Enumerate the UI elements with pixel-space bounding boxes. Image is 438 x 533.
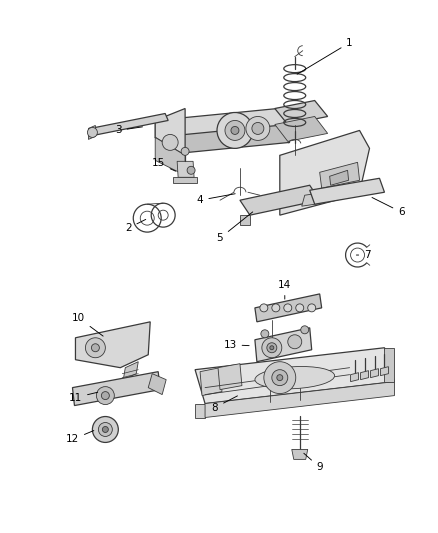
Polygon shape <box>360 370 368 379</box>
Circle shape <box>296 304 304 312</box>
Circle shape <box>284 304 292 312</box>
Text: 11: 11 <box>69 392 98 402</box>
Text: 9: 9 <box>304 453 323 472</box>
Circle shape <box>187 166 195 174</box>
Polygon shape <box>350 373 359 382</box>
Circle shape <box>260 304 268 312</box>
Polygon shape <box>302 192 325 206</box>
Circle shape <box>264 362 296 393</box>
Circle shape <box>231 126 239 134</box>
Polygon shape <box>330 171 349 185</box>
Circle shape <box>272 304 280 312</box>
Circle shape <box>270 346 274 350</box>
Polygon shape <box>155 125 290 155</box>
Circle shape <box>261 330 269 338</box>
Circle shape <box>96 386 114 405</box>
Circle shape <box>92 416 118 442</box>
Polygon shape <box>195 403 205 417</box>
Polygon shape <box>255 328 312 362</box>
Polygon shape <box>90 114 168 135</box>
Text: 2: 2 <box>125 220 146 233</box>
Polygon shape <box>385 348 395 382</box>
Circle shape <box>217 112 253 148</box>
Circle shape <box>92 344 99 352</box>
Circle shape <box>162 134 178 150</box>
Circle shape <box>272 370 288 385</box>
Text: 3: 3 <box>115 125 142 135</box>
Circle shape <box>99 423 112 437</box>
Circle shape <box>301 326 309 334</box>
Polygon shape <box>255 294 321 322</box>
Polygon shape <box>155 109 185 155</box>
Ellipse shape <box>255 367 335 389</box>
Circle shape <box>85 338 106 358</box>
Circle shape <box>181 148 189 155</box>
Polygon shape <box>292 449 308 459</box>
Polygon shape <box>275 117 328 141</box>
Text: 4: 4 <box>197 193 235 205</box>
Polygon shape <box>155 138 185 175</box>
Polygon shape <box>381 367 389 376</box>
Circle shape <box>225 120 245 140</box>
Circle shape <box>308 304 316 312</box>
Polygon shape <box>280 131 370 215</box>
Circle shape <box>267 343 277 353</box>
Circle shape <box>288 335 302 349</box>
Circle shape <box>101 392 110 400</box>
Polygon shape <box>240 185 320 215</box>
Text: 1: 1 <box>297 38 353 74</box>
Circle shape <box>246 117 270 140</box>
Polygon shape <box>148 374 166 394</box>
Polygon shape <box>320 163 360 188</box>
Text: 6: 6 <box>372 197 405 217</box>
Circle shape <box>102 426 108 432</box>
Text: 8: 8 <box>212 396 237 413</box>
Polygon shape <box>173 177 197 183</box>
Polygon shape <box>218 364 242 390</box>
Polygon shape <box>72 372 160 406</box>
Text: 12: 12 <box>66 431 94 445</box>
Polygon shape <box>200 368 222 395</box>
Polygon shape <box>310 178 385 204</box>
Text: 13: 13 <box>223 340 249 350</box>
Circle shape <box>277 375 283 381</box>
Text: 15: 15 <box>152 158 176 171</box>
Circle shape <box>252 123 264 134</box>
Text: 10: 10 <box>72 313 103 336</box>
Polygon shape <box>75 322 150 368</box>
Polygon shape <box>177 161 194 177</box>
Polygon shape <box>205 382 395 417</box>
Polygon shape <box>155 120 168 155</box>
Text: 14: 14 <box>278 280 291 299</box>
Polygon shape <box>275 101 328 124</box>
Circle shape <box>262 338 282 358</box>
Text: 7: 7 <box>357 250 371 260</box>
Polygon shape <box>195 348 395 403</box>
Polygon shape <box>155 109 290 138</box>
Polygon shape <box>124 362 138 379</box>
Polygon shape <box>371 369 378 378</box>
Polygon shape <box>88 125 95 140</box>
Text: 5: 5 <box>217 212 253 243</box>
Polygon shape <box>240 215 250 225</box>
Circle shape <box>88 127 97 138</box>
